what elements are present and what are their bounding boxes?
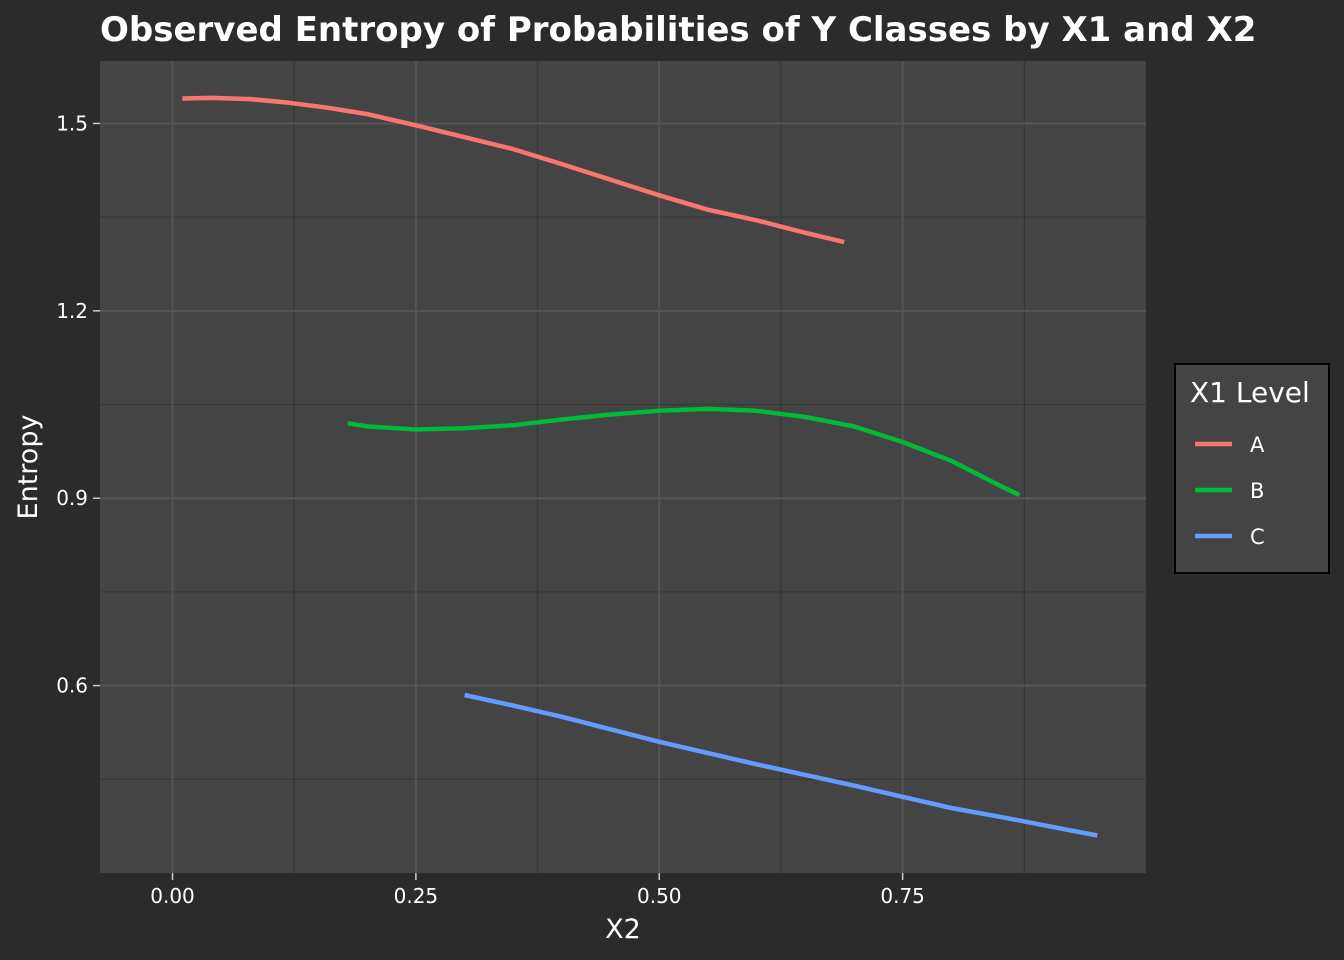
legend[interactable]: X1 Level ABC — [1174, 363, 1330, 574]
x-tick-label: 0.50 — [637, 884, 682, 908]
x-axis: 0.00 0.25 0.50 0.75 — [150, 873, 925, 908]
legend-items: ABC — [1195, 433, 1265, 549]
x-tick-label: 0.00 — [150, 884, 195, 908]
grid — [100, 61, 1146, 873]
y-tick-label: 0.6 — [56, 674, 88, 698]
plot-background — [100, 61, 1146, 873]
series-line-b — [347, 406, 1021, 498]
y-tick-label: 1.2 — [56, 299, 88, 323]
series-line-c — [464, 692, 1098, 838]
x-tick-label: 0.75 — [880, 884, 925, 908]
y-tick-label: 0.9 — [56, 486, 88, 510]
y-tick-label: 1.5 — [56, 111, 88, 135]
x-tick-label: 0.25 — [394, 884, 439, 908]
series-lines — [182, 95, 1098, 838]
series-line-a — [182, 95, 845, 245]
x-axis-title: X2 — [605, 914, 641, 945]
legend-label-b: B — [1250, 479, 1264, 503]
legend-title: X1 Level — [1190, 376, 1310, 409]
chart-title: Observed Entropy of Probabilities of Y C… — [100, 10, 1256, 50]
legend-label-a: A — [1250, 433, 1265, 457]
plot-area — [100, 61, 1146, 873]
legend-label-c: C — [1250, 525, 1265, 549]
y-axis-title: Entropy — [13, 415, 44, 520]
y-axis: 0.6 0.9 1.2 1.5 — [56, 111, 100, 698]
